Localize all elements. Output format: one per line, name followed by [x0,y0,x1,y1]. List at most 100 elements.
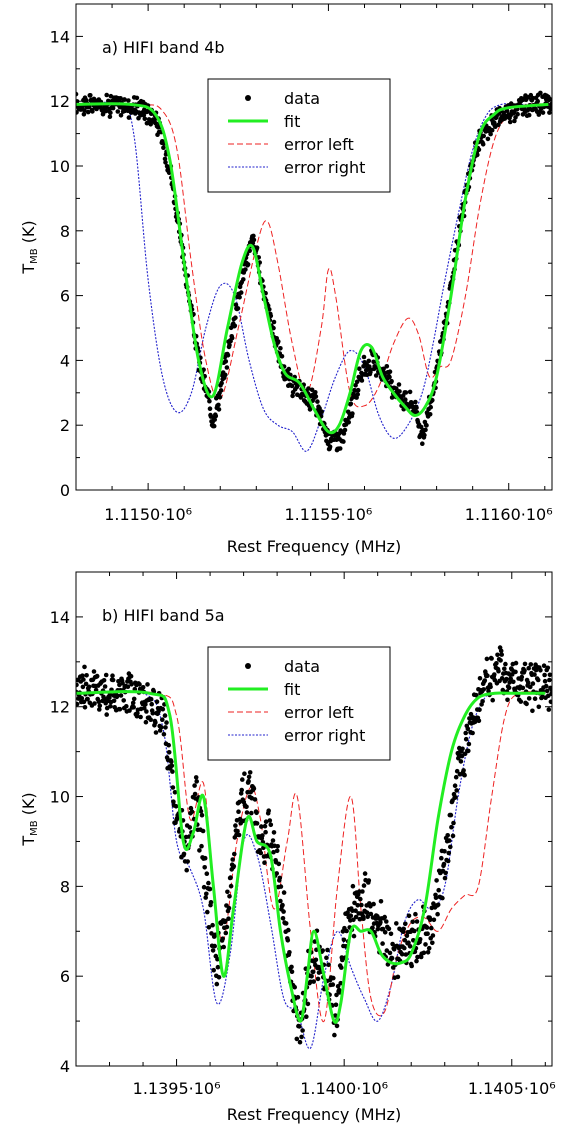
data-point [446,850,452,856]
data-point [350,908,355,913]
data-point [80,684,86,690]
data-point [505,697,510,703]
plot-area [76,90,552,453]
data-point [285,938,291,943]
data-point [106,98,111,104]
data-point [313,390,318,395]
data-point [169,759,174,765]
data-point [245,262,251,267]
data-point [436,887,442,893]
data-point [237,799,242,805]
data-point [470,715,476,720]
y-tick-label: 4 [60,1057,70,1076]
data-point [207,398,212,404]
data-point [502,666,507,672]
data-point [286,366,292,372]
data-point [368,904,373,909]
data-point [101,678,107,683]
data-point [536,704,542,710]
data-point [463,730,469,736]
data-point [194,779,199,784]
data-point [184,867,189,873]
data-point [160,717,165,722]
data-point [240,777,245,782]
data-point [412,928,417,934]
data-point [254,810,259,816]
data-point [122,97,127,102]
data-point [474,692,479,698]
data-point [443,870,448,876]
plot-area [76,645,552,1050]
data-point [305,1001,311,1007]
data-point [203,895,208,900]
data-point [218,388,224,393]
data-point [538,90,543,96]
data-point [477,707,482,713]
data-point [359,902,364,908]
data-point [344,928,349,934]
data-point [350,411,355,416]
data-point [126,115,132,120]
data-point [297,1024,302,1029]
data-point [462,772,467,778]
data-point [339,965,344,970]
data-point [235,828,240,834]
data-point [528,684,533,690]
data-point [519,674,525,680]
data-point [110,673,115,678]
data-point [353,914,359,920]
data-point [97,707,102,712]
data-point [518,699,524,704]
data-point [161,145,166,150]
data-point [381,366,386,372]
data-point [355,392,361,397]
data-point [102,684,108,689]
data-point [286,927,291,933]
data-point [548,699,552,705]
data-point [249,810,254,816]
data-point [540,110,546,115]
data-point [348,913,354,918]
data-point [423,942,428,947]
series-fit-line [76,690,546,1024]
data-point [460,746,465,752]
data-point [498,648,504,654]
data-point [382,930,388,935]
data-point [204,871,210,876]
data-point [311,979,317,984]
data-point [499,652,505,657]
data-point [235,306,241,311]
data-point [307,407,313,412]
data-point [206,880,211,886]
data-point [480,699,485,704]
data-point [208,900,214,905]
data-point [442,875,448,881]
data-point [387,950,393,956]
data-point [378,920,383,925]
data-point [262,823,268,829]
data-point [353,908,358,913]
y-axis-label: TMB (K) [19,792,40,846]
data-point [470,730,475,736]
data-point [271,325,276,331]
data-point [90,109,95,114]
data-point [94,673,100,679]
data-point [211,423,217,429]
series-fit-line [76,102,549,435]
data-point [454,788,460,793]
data-point [535,98,540,104]
data-point [104,712,109,717]
data-point [232,323,238,329]
data-point [271,319,277,325]
data-point [333,1013,338,1018]
data-point [83,681,89,687]
data-point [313,957,319,963]
data-point [541,663,547,668]
data-point [118,113,124,118]
data-point [244,810,250,815]
data-point [276,861,282,867]
data-point [454,768,460,774]
data-point [427,917,433,923]
data-point [276,339,281,344]
